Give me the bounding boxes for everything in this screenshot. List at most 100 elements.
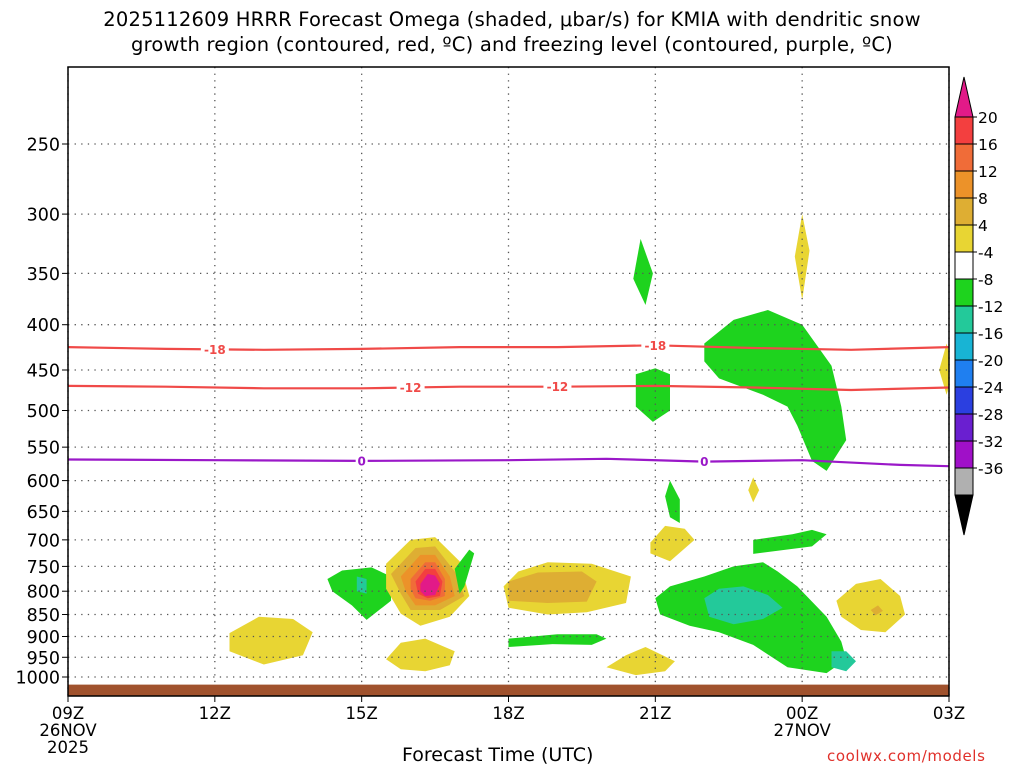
colorbar-label-20: 20 (978, 109, 998, 127)
omega-area-yellow-f (650, 525, 695, 562)
x-tick-label-03Z: 03Z (933, 704, 965, 723)
x-tick-label-15Z: 15Z (346, 704, 378, 723)
omega-area-green-h (753, 529, 827, 554)
colorbar-bin-5 (954, 224, 974, 253)
y-tick-label-400: 400 (27, 316, 60, 336)
colorbar-bin-6 (954, 251, 974, 280)
colorbar-label--24: -24 (978, 379, 1003, 397)
chart-title-line-2: growth region (contoured, red, ºC) and f… (131, 33, 893, 56)
omega-area-orange-d (508, 571, 597, 603)
colorbar-bin-14 (954, 467, 974, 496)
colorbar-label-16: 16 (978, 136, 998, 154)
colorbar-bin-8 (954, 305, 974, 334)
omega-area-teal-j (831, 651, 856, 672)
omega-colorbar: 20 16 12 8 4 -4 -8 -12 -16 -20 -24 -28 -32 -36 (954, 76, 1003, 536)
y-tick-label-550: 550 (27, 439, 60, 459)
colorbar-bin-12 (954, 413, 974, 442)
colorbar-bin-11 (954, 386, 974, 415)
omega-area-teal-a (356, 576, 367, 594)
omega-area-green-b (454, 549, 475, 594)
colorbar-label--12: -12 (978, 298, 1003, 316)
omega-area-green-g (665, 480, 680, 523)
colorbar-label--36: -36 (978, 460, 1003, 478)
colorbar-bin-7 (954, 278, 974, 307)
colorbar-bin-2 (954, 143, 974, 172)
contour-label-dgz-minus12-1: -12 (547, 380, 569, 394)
contour-label-dgz-minus18-0: -18 (204, 343, 226, 357)
omega-area-green-j (949, 619, 998, 651)
x-tick-label-21Z: 21Z (639, 704, 671, 723)
omega-area-yellow-g (836, 579, 905, 633)
omega-area-green-f (704, 310, 847, 471)
omega-area-yellow-c (386, 638, 455, 672)
colorbar-bin-9 (954, 332, 974, 361)
colorbar-label--16: -16 (978, 325, 1003, 343)
contour-label-freezing-level-1: 0 (700, 455, 708, 469)
colorbar-bin-1 (954, 116, 974, 145)
contour-label-bg-dgz-minus12-0 (396, 380, 425, 395)
y-tick-label-350: 350 (27, 265, 60, 285)
x-tick-label-00Z: 00Z (786, 704, 818, 723)
x-tick-year-09Z: 2025 (47, 738, 89, 757)
contour-label-bg-dgz-minus18-0 (200, 342, 229, 357)
colorbar-label--28: -28 (978, 406, 1003, 424)
colorbar-label-4: 4 (978, 217, 988, 235)
colorbar-bin-3 (954, 170, 974, 199)
y-tick-label-1000: 1000 (15, 669, 60, 689)
y-tick-label-850: 850 (27, 606, 60, 626)
y-tick-label-300: 300 (27, 206, 60, 226)
contour-label-bg-dgz-minus18-1 (641, 338, 670, 353)
colorbar-arrow-bottom (954, 494, 974, 536)
colorbar-bin-13 (954, 440, 974, 469)
colorbar-bin-4 (954, 197, 974, 226)
x-tick-label-12Z: 12Z (199, 704, 231, 723)
y-tick-label-700: 700 (27, 531, 60, 551)
omega-shading-layer (229, 214, 998, 676)
omega-area-magenta-20 (420, 574, 440, 596)
x-axis-label: Forecast Time (UTC) (402, 744, 594, 766)
omega-area-orange-g (870, 605, 883, 616)
contour-label-bg-freezing-level-0 (355, 453, 368, 468)
y-tick-label-950: 950 (27, 649, 60, 669)
y-tick-label-600: 600 (27, 472, 60, 492)
omega-area-yellow-i (748, 477, 760, 503)
y-tick-label-750: 750 (27, 558, 60, 578)
chart-title-line-1: 2025112609 HRRR Forecast Omega (shaded, … (103, 8, 921, 31)
omega-area-yellow-h (794, 214, 810, 300)
omega-area-yellow-e (606, 647, 675, 676)
y-tick-label-500: 500 (27, 402, 60, 422)
x-tick-label-18Z: 18Z (492, 704, 524, 723)
colorbar-arrow-top (954, 76, 974, 118)
y-axis: 2503003504004505005506006507007508008509… (15, 136, 68, 689)
y-tick-label-800: 800 (27, 583, 60, 603)
contour-label-dgz-minus18-1: -18 (644, 339, 666, 353)
x-tick-date-00Z: 27NOV (774, 721, 832, 740)
contour-freezing-level (68, 457, 949, 468)
omega-area-green-d (633, 238, 653, 305)
omega-area-green-e (635, 368, 670, 422)
y-tick-label-250: 250 (27, 136, 60, 156)
colorbar-label--20: -20 (978, 352, 1003, 370)
colorbar-bin-10 (954, 359, 974, 388)
colorbar-label--4: -4 (978, 244, 993, 262)
contour-label-bg-freezing-level-1 (698, 454, 711, 469)
omega-area-yellow-a (229, 616, 313, 665)
y-tick-label-450: 450 (27, 361, 60, 381)
ground-surface (68, 684, 949, 696)
credit-link[interactable]: coolwx.com/models (827, 747, 986, 765)
x-tick-label-09Z: 09Z (52, 704, 84, 723)
omega-area-teal-i (704, 586, 783, 625)
omega-area-yellow-j (939, 343, 949, 395)
contour-label-bg-dgz-minus12-1 (543, 379, 572, 394)
y-tick-label-900: 900 (27, 628, 60, 648)
omega-area-green-a (327, 567, 391, 620)
omega-area-green-c (508, 634, 607, 647)
colorbar-label-8: 8 (978, 190, 988, 208)
contour-label-freezing-level-0: 0 (357, 454, 365, 468)
contour-label-dgz-minus12-0: -12 (400, 381, 422, 395)
x-tick-date-09Z: 26NOV (39, 721, 97, 740)
contour-label-layer: -18 -18 -12 -12 0 0 (200, 338, 711, 469)
colorbar-label-12: 12 (978, 163, 998, 181)
